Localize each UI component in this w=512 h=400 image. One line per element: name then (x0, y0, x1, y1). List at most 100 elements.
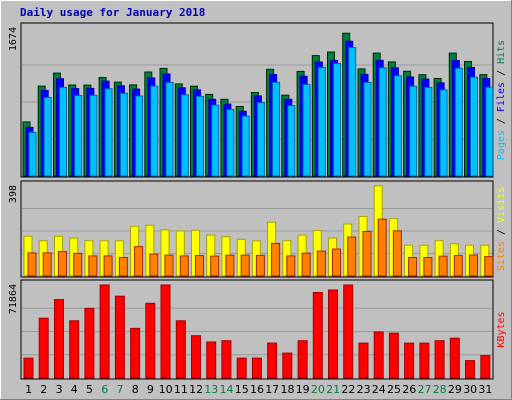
bar-kbytes-day-19 (297, 340, 308, 379)
bar-pages-day-27 (424, 86, 433, 177)
bar-sites-day-13 (210, 255, 220, 277)
day-label-2: 2 (40, 383, 47, 396)
bar-sites-day-17 (271, 242, 281, 277)
bar-sites-day-15 (240, 254, 250, 277)
bar-sites-day-30 (469, 254, 478, 277)
bar-pages-day-20 (317, 66, 326, 177)
bar-kbytes-day-3 (54, 299, 64, 379)
bar-kbytes-day-6 (99, 284, 110, 379)
bar-pages-day-15 (241, 115, 250, 177)
bar-pages-day-5 (89, 94, 98, 177)
legend-item: Files (496, 82, 507, 112)
bar-sites-day-3 (58, 251, 67, 277)
bar-sites-day-31 (484, 256, 494, 277)
bar-kbytes-day-11 (175, 320, 186, 379)
bar-sites-day-24 (377, 218, 387, 277)
day-label-17: 17 (265, 383, 279, 396)
bar-pages-day-29 (454, 67, 463, 177)
bar-pages-day-17 (272, 81, 281, 177)
bar-pages-day-25 (393, 75, 402, 177)
day-label-26: 26 (402, 383, 416, 396)
bar-kbytes-day-28 (434, 340, 445, 379)
bar-sites-day-22 (347, 236, 357, 277)
bar-pages-day-16 (256, 102, 265, 177)
day-label-13: 13 (204, 383, 218, 396)
bar-kbytes-day-14 (221, 340, 232, 379)
day-label-12: 12 (189, 383, 203, 396)
bar-pages-day-6 (104, 88, 113, 177)
bar-sites-day-25 (392, 230, 402, 277)
bar-kbytes-day-20 (312, 292, 323, 379)
bar-kbytes-day-23 (358, 342, 369, 379)
bar-pages-day-18 (287, 105, 296, 177)
bar-pages-day-22 (348, 47, 357, 177)
bar-pages-day-30 (470, 76, 478, 177)
bar-pages-day-31 (485, 86, 494, 177)
bar-kbytes-day-2 (38, 317, 49, 379)
max-value-label: 1674 (8, 27, 19, 51)
bar-pages-day-28 (439, 89, 448, 177)
bar-sites-day-6 (103, 255, 113, 277)
bar-pages-day-19 (302, 84, 311, 177)
bar-kbytes-day-18 (282, 352, 293, 379)
day-label-3: 3 (56, 383, 63, 396)
bar-sites-day-5 (88, 255, 98, 277)
day-label-25: 25 (387, 383, 401, 396)
bar-sites-day-16 (255, 254, 265, 277)
day-label-11: 11 (174, 383, 188, 396)
day-label-31: 31 (478, 383, 492, 396)
day-label-9: 9 (147, 383, 154, 396)
bar-pages-day-9 (150, 85, 159, 177)
bar-sites-day-21 (332, 248, 341, 277)
day-label-18: 18 (281, 383, 295, 396)
day-label-19: 19 (296, 383, 310, 396)
bar-kbytes-day-8 (130, 327, 141, 379)
day-label-5: 5 (86, 383, 93, 396)
bar-sites-day-9 (149, 253, 159, 277)
day-label-16: 16 (250, 383, 264, 396)
bar-sites-day-29 (453, 255, 463, 277)
bar-sites-day-27 (423, 257, 433, 277)
bar-pages-day-23 (363, 81, 372, 177)
day-label-23: 23 (357, 383, 371, 396)
day-label-22: 22 (341, 383, 355, 396)
bar-sites-day-23 (362, 231, 372, 277)
bar-kbytes-day-4 (69, 320, 80, 379)
bar-kbytes-day-21 (328, 289, 338, 379)
legend-separator: / (496, 112, 507, 130)
day-axis: 1 2 3 4 5 6 7 8 9 10 11 12 13 14 15 16 17 18 19 20 21 22 23 24 2… (25, 383, 492, 396)
bar-kbytes-day-27 (419, 342, 430, 379)
bar-kbytes-day-1 (23, 357, 34, 379)
bar-pages-day-14 (226, 109, 235, 177)
day-label-7: 7 (117, 383, 124, 396)
bar-sites-day-20 (316, 250, 326, 277)
max-value-label: 398 (8, 185, 19, 203)
day-label-20: 20 (311, 383, 325, 396)
bar-sites-day-8 (134, 246, 144, 277)
bar-sites-day-4 (73, 252, 83, 277)
bar-kbytes-day-30 (465, 360, 475, 379)
bar-kbytes-day-13 (206, 341, 217, 379)
bar-pages-day-12 (196, 95, 204, 177)
bar-sites-day-18 (286, 255, 296, 277)
day-label-10: 10 (159, 383, 173, 396)
bar-kbytes-day-24 (373, 331, 384, 379)
panel-visits-sites: 398 Sites / Visits (8, 180, 507, 278)
day-label-15: 15 (235, 383, 249, 396)
bar-sites-day-2 (42, 252, 52, 277)
legend-item: Pages (496, 130, 507, 160)
bar-pages-day-24 (378, 67, 387, 177)
bar-sites-day-14 (225, 254, 235, 277)
legend-item: Sites (496, 241, 507, 271)
day-label-29: 29 (448, 383, 462, 396)
day-label-24: 24 (372, 383, 386, 396)
bar-pages-day-10 (165, 82, 174, 177)
day-label-8: 8 (132, 383, 139, 396)
legend-separator: / (496, 64, 507, 82)
legend-item: Visits (496, 187, 507, 223)
bar-pages-day-4 (74, 95, 83, 177)
bar-kbytes-day-31 (480, 355, 491, 379)
bar-sites-day-7 (118, 257, 128, 277)
day-label-30: 30 (463, 383, 477, 396)
